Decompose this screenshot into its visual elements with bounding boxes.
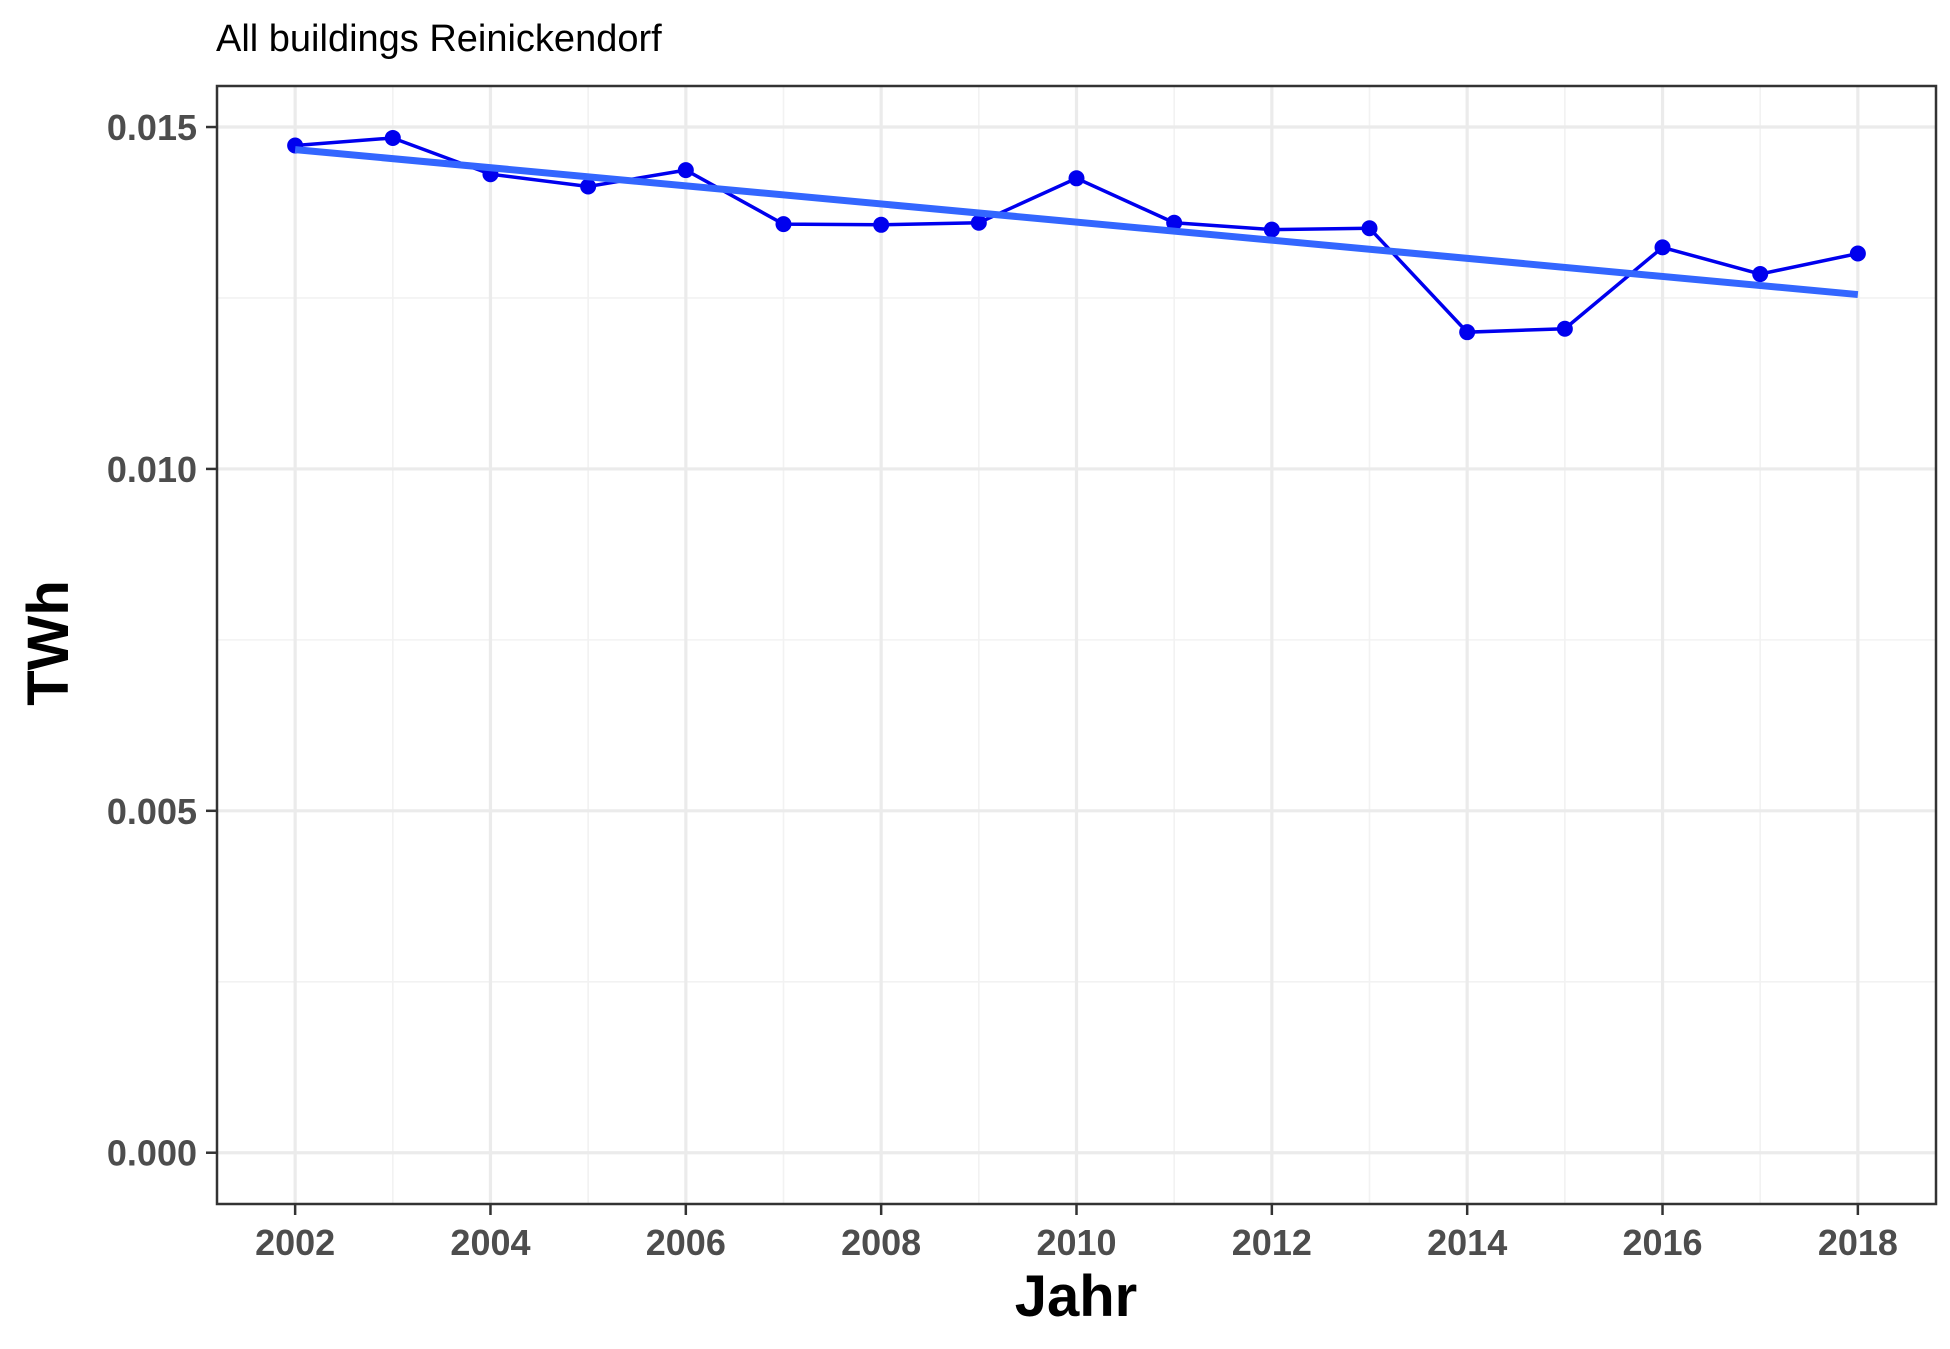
data-point: [873, 216, 890, 233]
data-point: [1263, 221, 1280, 238]
data-point: [1752, 266, 1769, 283]
x-tick-label: 2006: [646, 1222, 726, 1263]
y-tick-label: 0.005: [107, 791, 197, 832]
major-gridlines: [217, 86, 1936, 1204]
x-tick-label: 2014: [1427, 1222, 1507, 1263]
data-point: [1166, 214, 1183, 231]
x-tick-label: 2004: [450, 1222, 530, 1263]
data-point: [1068, 170, 1085, 187]
y-tick-label: 0.010: [107, 449, 197, 490]
x-axis-ticks: 2002 2004 2006 2008 2010 2012 2014 2016 2018: [255, 1204, 1898, 1263]
x-tick-label: 2010: [1036, 1222, 1116, 1263]
x-tick-label: 2016: [1622, 1222, 1702, 1263]
data-point: [775, 216, 792, 233]
y-axis-title: TWh: [16, 580, 81, 706]
y-axis-ticks: 0.000 0.005 0.010 0.015: [107, 107, 217, 1174]
data-point: [1556, 320, 1573, 337]
x-axis-title: Jahr: [1015, 1264, 1138, 1329]
data-point: [1849, 245, 1866, 262]
x-tick-label: 2002: [255, 1222, 335, 1263]
data-point: [1361, 220, 1378, 237]
data-point: [1459, 324, 1476, 341]
chart-title: All buildings Reinickendorf: [216, 18, 662, 60]
x-tick-label: 2018: [1818, 1222, 1898, 1263]
trend-line: [294, 146, 1859, 299]
x-tick-label: 2008: [841, 1222, 921, 1263]
y-tick-label: 0.000: [107, 1133, 197, 1174]
data-point: [677, 162, 694, 179]
data-point: [970, 214, 987, 231]
y-tick-label: 0.015: [107, 107, 197, 148]
data-point: [580, 178, 597, 195]
x-tick-label: 2012: [1232, 1222, 1312, 1263]
trend-layer: [294, 146, 1859, 299]
data-point: [384, 129, 401, 146]
data-point: [1654, 239, 1671, 256]
